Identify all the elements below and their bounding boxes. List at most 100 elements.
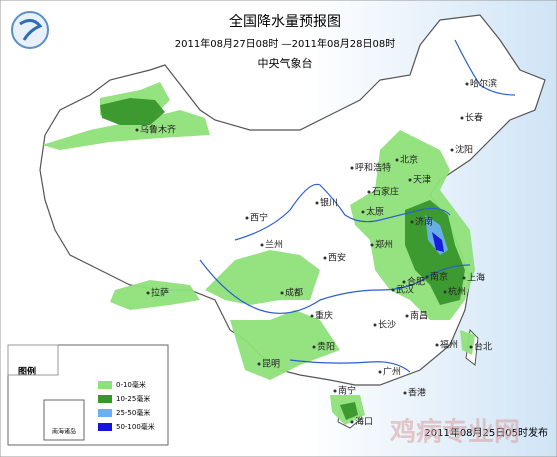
city-label: 济南 [415, 216, 433, 228]
city-label: 南宁 [338, 385, 356, 397]
legend: 图例 0-10毫米 10-25毫米 25-50毫米 50-100毫米 南海诸岛 [7, 344, 169, 446]
legend-label: 50-100毫米 [116, 422, 155, 431]
city-label: 乌鲁木齐 [140, 124, 176, 136]
city-label: 南京 [430, 271, 448, 283]
rain-area [460, 330, 475, 355]
city-dot [350, 166, 354, 170]
rain-area [110, 280, 200, 310]
city-dot [425, 275, 429, 279]
city-label: 上海 [467, 272, 485, 284]
city-label: 武汉 [396, 284, 414, 296]
city-label: 福州 [440, 339, 458, 351]
city-label: 拉萨 [151, 287, 169, 299]
rain-area [340, 402, 358, 420]
legend-label: 10-25毫米 [116, 394, 150, 403]
yellow-river [234, 183, 451, 241]
city-dot [135, 128, 139, 132]
city-label: 银川 [320, 197, 338, 209]
title: 全国降水量预报图 [229, 13, 341, 30]
legend-swatch [98, 423, 112, 431]
city-dot [395, 158, 399, 162]
city-dot [257, 362, 261, 366]
footer: 2011年08月25日05时发布 [424, 426, 548, 439]
city-label: 贵阳 [317, 341, 335, 353]
city-label: 呼和浩特 [355, 162, 391, 174]
legend-label: 25-50毫米 [116, 408, 150, 417]
city-label: 沈阳 [455, 144, 473, 156]
rain-area [432, 232, 444, 252]
inset-box [43, 399, 85, 441]
inset-label: 南海诸岛 [52, 428, 76, 436]
legend-swatch [98, 409, 112, 417]
subtitle: 2011年08月27日08时 —2011年08月28日08时 [175, 37, 395, 50]
city-label: 广州 [383, 366, 401, 378]
legend-title: 图例 [18, 366, 36, 378]
city-dot [469, 345, 473, 349]
city-dot [370, 243, 374, 247]
pearl-river [289, 359, 411, 373]
city-label: 石家庄 [372, 186, 399, 198]
city-dot [260, 243, 264, 247]
city-dot [312, 345, 316, 349]
city-dot [245, 216, 249, 220]
city-label: 南昌 [410, 310, 428, 322]
legend-swatch [98, 381, 112, 389]
city-label: 郑州 [375, 239, 393, 251]
city-dot [367, 190, 371, 194]
legend-swatch [98, 395, 112, 403]
city-label: 长春 [465, 112, 483, 124]
city-dot [443, 290, 447, 294]
city-label: 西安 [328, 252, 346, 264]
city-label: 重庆 [315, 310, 333, 322]
city-dot [465, 82, 469, 86]
rain-area [100, 98, 165, 125]
city-dot [350, 420, 354, 424]
city-label: 长沙 [378, 319, 396, 331]
city-label: 合肥 [407, 276, 425, 288]
city-dot [391, 288, 395, 292]
city-label: 哈尔滨 [470, 78, 497, 90]
legend-box [7, 344, 169, 446]
city-dot [462, 276, 466, 280]
city-dot [378, 370, 382, 374]
rain-area [205, 250, 320, 305]
rain-area [230, 310, 340, 380]
rain-area [42, 110, 210, 150]
city-dot [373, 323, 377, 327]
city-label: 兰州 [265, 239, 283, 251]
city-label: 天津 [413, 175, 431, 186]
city-label: 北京 [400, 154, 418, 166]
watermark: 鸡病专业网 [389, 417, 520, 448]
city-dot [315, 201, 319, 205]
rain-area [405, 200, 465, 305]
yangtze-river [199, 259, 471, 314]
city-dot [435, 343, 439, 347]
city-label: 杭州 [448, 286, 466, 298]
city-dot [361, 210, 365, 214]
city-dot [280, 291, 284, 295]
city-dot [410, 220, 414, 224]
city-label: 成都 [285, 287, 303, 299]
agency: 中央气象台 [258, 56, 313, 70]
city-label: 太原 [366, 206, 384, 218]
city-label: 西宁 [250, 212, 268, 224]
city-label: 香港 [408, 387, 426, 399]
rivers [199, 39, 516, 373]
city-dot [403, 391, 407, 395]
city-dot [408, 178, 412, 182]
songhua-river [454, 39, 516, 96]
city-dot [323, 256, 327, 260]
city-dot [405, 314, 409, 318]
city-dot [146, 291, 150, 295]
city-dot [450, 148, 454, 152]
city-dot [402, 280, 406, 284]
city-label: 昆明 [262, 359, 280, 370]
city-dot [310, 314, 314, 318]
city-label: 海口 [355, 416, 373, 428]
city-dot [460, 116, 464, 120]
inset-dots [7, 344, 59, 376]
legend-label: 0-10毫米 [116, 380, 146, 389]
city-dot [333, 389, 337, 393]
logo [11, 11, 49, 49]
